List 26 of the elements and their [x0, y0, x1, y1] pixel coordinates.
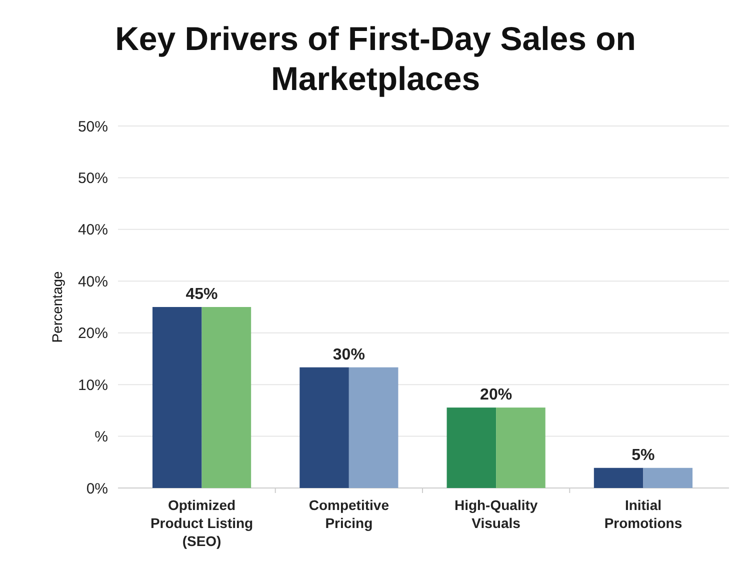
text: 10% [78, 376, 108, 394]
text: 20% [78, 325, 108, 342]
text: 40% [78, 273, 108, 290]
y-axis-title: Percentage [49, 270, 65, 343]
text: 40% [78, 222, 108, 239]
bar [300, 367, 349, 488]
text: 50% [78, 118, 108, 136]
bar [643, 468, 693, 488]
data-label: 5% [632, 446, 655, 464]
x-tick-label: High-Quality Visuals [454, 497, 538, 531]
bar [152, 307, 202, 488]
bar [202, 307, 252, 488]
data-label: 45% [186, 286, 218, 303]
data-label: 20% [480, 386, 512, 404]
chart-title: Key Drivers of First-Day Sales on Marketplaces [115, 20, 636, 97]
text: 0% [86, 480, 108, 498]
bar [348, 367, 398, 488]
x-tick-label: Initial Promotions [604, 497, 682, 531]
bar [496, 408, 546, 488]
text: 50% [78, 170, 108, 187]
text: % [94, 428, 108, 446]
data-label: 30% [332, 346, 365, 364]
bar [594, 468, 644, 488]
x-tick-label: Competitive Pricing [308, 497, 390, 531]
x-tick-label: Optimized Product Listing (SEO) [150, 497, 254, 549]
bar [446, 408, 496, 488]
